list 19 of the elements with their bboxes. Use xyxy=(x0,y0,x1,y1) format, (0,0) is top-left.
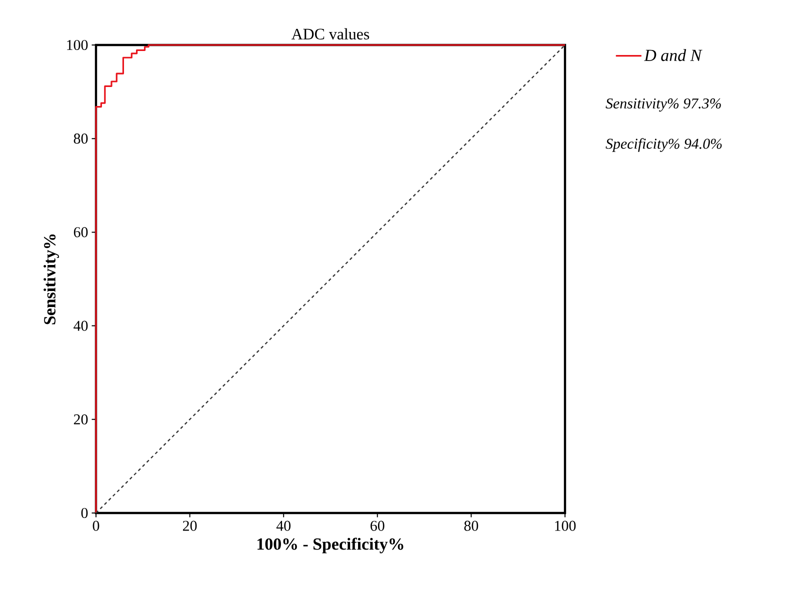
text: Sensitivity% 97.3% xyxy=(606,98,721,112)
y-tick-label: 40 xyxy=(74,320,88,331)
y-tick-label: 0 xyxy=(81,508,88,518)
y-tick-label: 60 xyxy=(74,227,88,238)
y-tick-label: 20 xyxy=(74,414,88,424)
x-tick-label: 80 xyxy=(464,520,478,531)
legend-label: D and N xyxy=(644,49,702,62)
x-tick-label: 0 xyxy=(92,520,100,531)
chart-title: ADC values xyxy=(291,28,370,40)
text: Specificity% 94.0% xyxy=(606,138,722,152)
x-tick-label: 100 xyxy=(555,520,576,531)
y-tick-label: 100 xyxy=(67,40,88,50)
line-series xyxy=(95,44,566,514)
y-axis-title: Sensitivity% xyxy=(44,234,59,324)
x-axis-title: 100% - Specificity% xyxy=(258,538,404,554)
x-tick-label: 60 xyxy=(370,520,384,531)
y-tick-label: 80 xyxy=(74,134,88,144)
x-tick-label: 20 xyxy=(182,520,197,531)
x-tick-label: 40 xyxy=(276,520,291,531)
